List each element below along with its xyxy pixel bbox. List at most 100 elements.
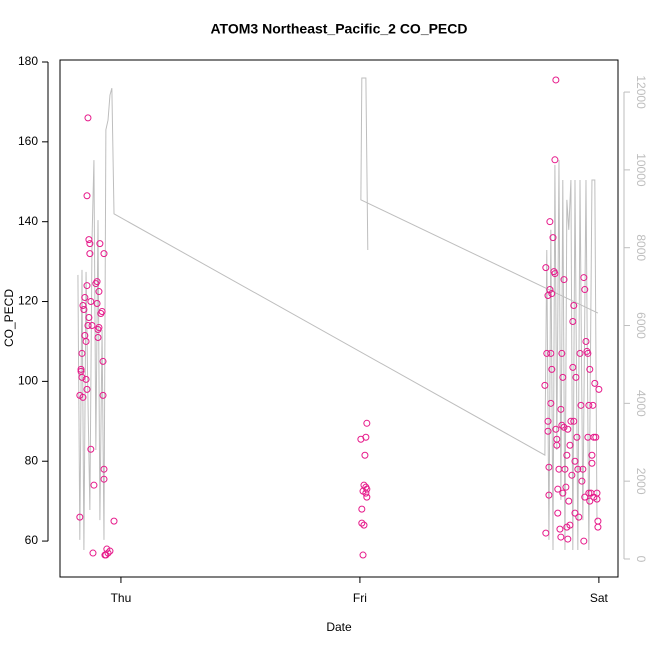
data-point xyxy=(556,525,564,533)
data-point xyxy=(361,451,369,459)
data-point xyxy=(545,463,553,471)
data-point xyxy=(362,433,370,441)
data-point xyxy=(595,385,603,393)
y2-tick-label: 4000 xyxy=(634,390,648,417)
data-point xyxy=(99,391,107,399)
data-point xyxy=(554,509,562,517)
data-point xyxy=(558,349,566,357)
data-point xyxy=(79,393,87,401)
data-point xyxy=(571,509,579,517)
data-point xyxy=(363,419,371,427)
data-point xyxy=(563,451,571,459)
data-point xyxy=(84,114,92,122)
data-point xyxy=(558,421,566,429)
data-point xyxy=(552,425,560,433)
data-point xyxy=(86,240,94,248)
data-point xyxy=(94,333,102,341)
data-point xyxy=(358,519,366,527)
y-tick-label: 60 xyxy=(25,533,39,547)
data-point xyxy=(547,349,555,357)
data-point xyxy=(562,483,570,491)
y-axis-label: CO_PECD xyxy=(2,289,16,347)
data-point xyxy=(579,465,587,473)
data-point xyxy=(80,306,88,314)
data-point xyxy=(554,485,562,493)
data-point xyxy=(571,457,579,465)
data-point xyxy=(110,517,118,525)
data-point xyxy=(95,323,103,331)
data-point xyxy=(551,270,559,278)
data-point xyxy=(83,192,91,200)
data-point xyxy=(106,547,114,555)
data-point xyxy=(548,365,556,373)
data-point xyxy=(593,495,601,503)
data-point xyxy=(96,240,104,248)
data-point xyxy=(544,427,552,435)
data-point xyxy=(576,349,584,357)
y2-tick-label: 10000 xyxy=(634,153,648,187)
data-point xyxy=(81,294,89,302)
data-point xyxy=(592,433,600,441)
data-point xyxy=(85,314,93,322)
data-point xyxy=(90,481,98,489)
data-point xyxy=(78,373,86,381)
data-point xyxy=(546,218,554,226)
data-point xyxy=(580,274,588,282)
y-tick-label: 160 xyxy=(18,134,38,148)
data-point xyxy=(86,250,94,258)
data-point xyxy=(584,349,592,357)
data-point xyxy=(87,298,95,306)
y2-tick-label: 8000 xyxy=(634,234,648,261)
data-point xyxy=(78,349,86,357)
data-point xyxy=(83,282,91,290)
data-point xyxy=(98,308,106,316)
data-point xyxy=(546,286,554,294)
data-point xyxy=(551,156,559,164)
data-point xyxy=(577,401,585,409)
data-point xyxy=(570,302,578,310)
data-point xyxy=(359,551,367,559)
data-point xyxy=(564,535,572,543)
data-point xyxy=(585,401,593,409)
data-point xyxy=(100,250,108,258)
data-point xyxy=(570,417,578,425)
data-point xyxy=(93,300,101,308)
data-point xyxy=(360,521,368,529)
data-point xyxy=(566,521,574,529)
data-point xyxy=(586,365,594,373)
data-point xyxy=(549,234,557,242)
data-point xyxy=(82,337,90,345)
data-point xyxy=(569,317,577,325)
data-point xyxy=(543,349,551,357)
y2-tick-label: 0 xyxy=(634,556,648,563)
x-tick-label: Fri xyxy=(353,591,367,605)
x-axis-label: Date xyxy=(326,620,352,634)
data-point xyxy=(573,433,581,441)
data-point xyxy=(100,475,108,483)
data-point xyxy=(568,471,576,479)
data-point xyxy=(559,373,567,381)
data-point xyxy=(83,385,91,393)
data-point xyxy=(99,357,107,365)
data-point xyxy=(581,286,589,294)
data-point xyxy=(557,533,565,541)
data-point xyxy=(574,465,582,473)
data-point xyxy=(548,290,556,298)
y-tick-label: 180 xyxy=(18,54,38,68)
data-point xyxy=(89,549,97,557)
data-point xyxy=(565,497,573,505)
data-point xyxy=(79,302,87,310)
data-point xyxy=(588,451,596,459)
data-point xyxy=(95,288,103,296)
data-point xyxy=(585,489,593,497)
chart-title: ATOM3 Northeast_Pacific_2 CO_PECD xyxy=(210,21,467,37)
data-point xyxy=(552,76,560,84)
data-point xyxy=(560,276,568,284)
data-point xyxy=(580,537,588,545)
data-point xyxy=(569,363,577,371)
y-tick-label: 80 xyxy=(25,453,39,467)
data-point xyxy=(547,399,555,407)
data-point xyxy=(566,441,574,449)
data-point xyxy=(581,493,589,501)
